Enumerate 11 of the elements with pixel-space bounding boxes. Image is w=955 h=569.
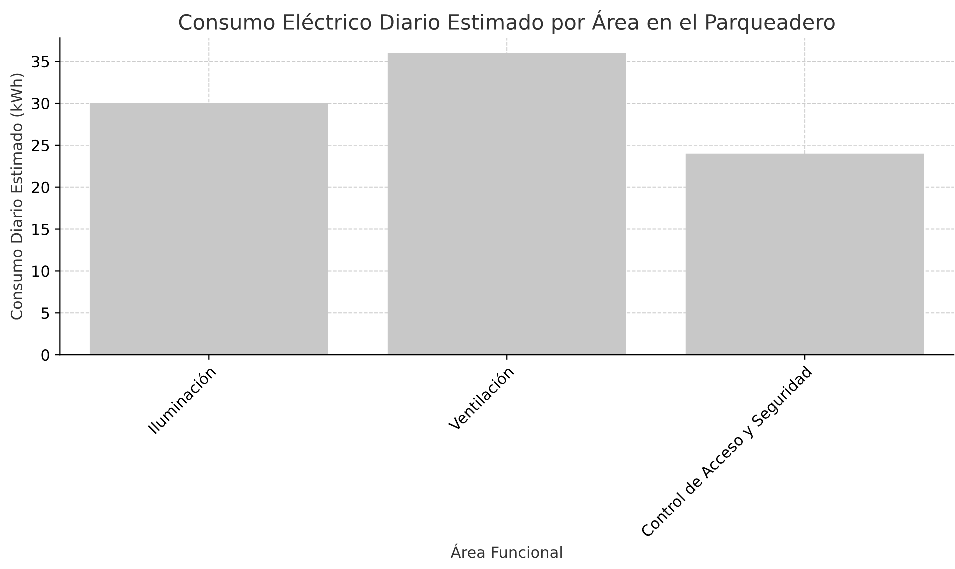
y-tick-label: 15 <box>32 224 50 236</box>
y-tick-label: 5 <box>42 308 50 320</box>
y-axis-title: Consumo Diario Estimado (kWh) <box>10 74 24 320</box>
y-tick-label: 25 <box>32 140 50 152</box>
x-axis-title: Área Funcional <box>450 544 562 558</box>
chart-title: Consumo Eléctrico Diario Estimado por Área en el Parqueadero <box>179 10 835 34</box>
y-tick-label: 0 <box>42 350 50 362</box>
y-tick-label: 20 <box>32 182 50 194</box>
y-tick-label: 30 <box>32 98 50 110</box>
y-tick-label: 10 <box>32 266 50 278</box>
y-tick-label: 35 <box>32 56 50 68</box>
